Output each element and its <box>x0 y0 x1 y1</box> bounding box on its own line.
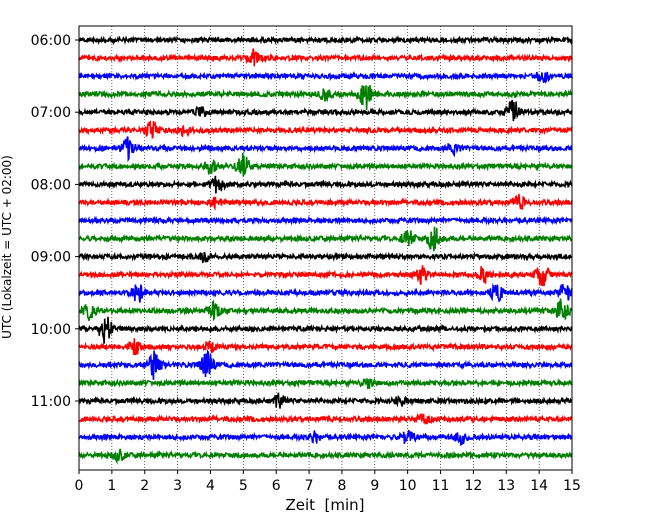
x-tick-label: 0 <box>75 478 84 494</box>
trace-0745 <box>78 152 573 177</box>
vertical-grid <box>111 26 540 470</box>
x-tick-label: 1 <box>107 478 116 494</box>
trace-0700 <box>78 99 573 122</box>
trace-0615 <box>78 48 573 67</box>
x-tick-label: 15 <box>563 478 581 494</box>
trace-1145 <box>78 448 573 465</box>
y-tick-label: 08:00 <box>31 177 71 193</box>
y-tick-label: 06:00 <box>31 33 71 49</box>
x-tick-label: 9 <box>370 478 379 494</box>
x-tick-label: 4 <box>206 478 215 494</box>
x-tick-label: 11 <box>432 478 450 494</box>
x-axis-ticks: 0 1 2 3 4 5 6 7 8 9 10 11 12 13 14 15 <box>75 470 581 494</box>
trace-1030 <box>78 349 573 380</box>
trace-1130 <box>78 430 573 446</box>
x-tick-label: 14 <box>530 478 548 494</box>
trace-0915 <box>78 265 573 287</box>
trace-1100 <box>78 392 573 409</box>
y-tick-label: 09:00 <box>31 250 71 266</box>
x-tick-label: 5 <box>239 478 248 494</box>
trace-0815 <box>78 193 573 211</box>
y-tick-label: 10:00 <box>31 322 71 338</box>
plot-frame <box>78 25 573 471</box>
trace-0645 <box>78 85 573 111</box>
trace-0945 <box>78 298 573 322</box>
trace-0900 <box>78 251 573 264</box>
trace-1045 <box>78 377 573 390</box>
x-tick-label: 7 <box>305 478 314 494</box>
x-tick-label: 2 <box>140 478 149 494</box>
x-tick-label: 13 <box>497 478 515 494</box>
x-tick-label: 12 <box>464 478 482 494</box>
trace-0830 <box>78 215 573 226</box>
trace-0845 <box>78 226 573 252</box>
x-tick-label: 10 <box>399 478 417 494</box>
y-tick-label: 11:00 <box>31 394 71 410</box>
trace-0600 <box>78 34 573 46</box>
trace-0800 <box>78 175 573 194</box>
y-tick-label: 07:00 <box>31 105 71 121</box>
y-axis-ticks: 06:00 07:00 08:00 09:00 10:00 11:00 <box>31 33 79 410</box>
trace-series <box>78 34 573 465</box>
trace-1000 <box>78 316 573 344</box>
y-axis-label: UTC (Lokalzeit = UTC + 02:00) <box>0 155 14 339</box>
trace-0715 <box>78 120 573 139</box>
trace-0930 <box>78 282 573 303</box>
x-axis-label: Zeit [min] <box>285 496 364 514</box>
x-tick-label: 6 <box>272 478 281 494</box>
trace-1115 <box>78 412 573 426</box>
trace-0730 <box>78 136 573 163</box>
trace-0630 <box>78 70 573 84</box>
x-tick-label: 8 <box>337 478 346 494</box>
x-tick-label: 3 <box>173 478 182 494</box>
trace-1015 <box>78 338 573 356</box>
